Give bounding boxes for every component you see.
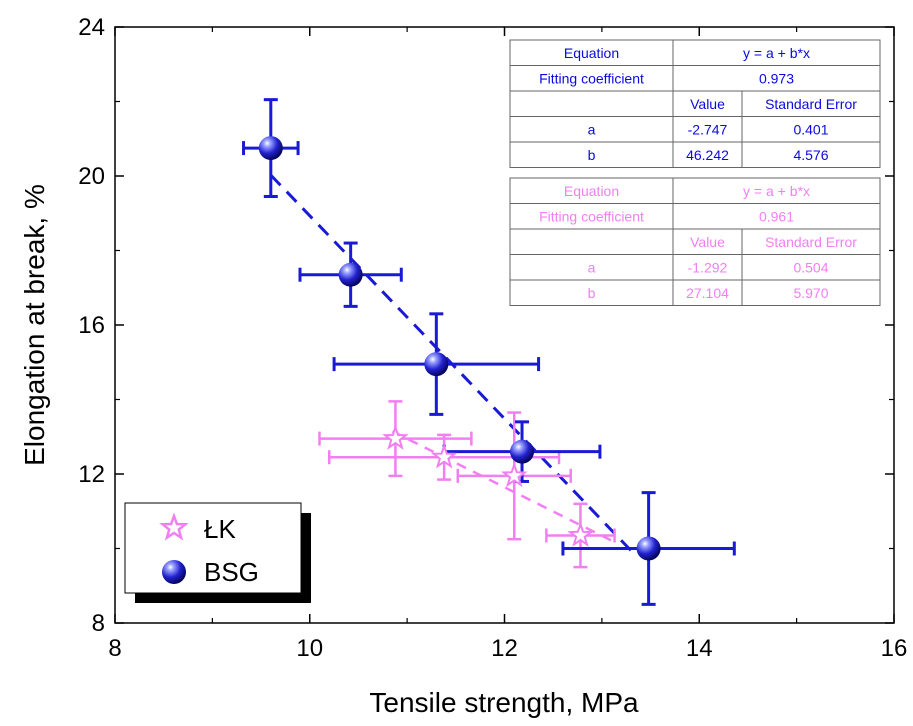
data-point-lk (430, 443, 458, 469)
data-point-bsg (636, 536, 661, 561)
coef-value: 0.973 (759, 70, 794, 86)
param-name: a (588, 259, 596, 275)
error-header: Standard Error (765, 96, 857, 112)
y-axis-title: Elongation at break, % (19, 184, 50, 466)
data-point-bsg (510, 439, 535, 464)
fit-tables: Equation y = a + b*x Fitting coefficient 0.… (509, 39, 881, 306)
x-tick-label: 8 (108, 635, 121, 662)
fit-table-bsg: Equation y = a + b*x Fitting coefficient 0.… (509, 39, 881, 168)
x-tick-label: 16 (881, 635, 908, 662)
equation-label: Equation (564, 183, 619, 199)
data-point-lk (501, 461, 528, 488)
legend-label-lk: ŁK (204, 514, 236, 544)
legend-sphere-marker (162, 560, 186, 584)
error-header: Standard Error (765, 234, 857, 250)
y-tick-label: 24 (78, 14, 105, 41)
x-axis-title: Tensile strength, MPa (369, 687, 639, 718)
error-bars (242, 98, 736, 606)
data-point-bsg (338, 262, 363, 287)
data-point-lk (382, 424, 409, 450)
coef-value: 0.961 (759, 208, 794, 224)
legend-star-marker (159, 512, 189, 541)
y-tick-label: 20 (78, 163, 105, 190)
param-value: 27.104 (686, 285, 729, 301)
param-value: -1.292 (688, 259, 728, 275)
table-border (509, 39, 881, 168)
param-value: -2.747 (688, 121, 728, 137)
axis-ticks: 8 10 12 14 16 8 12 16 20 24 (78, 14, 907, 662)
coef-label: Fitting coefficient (539, 208, 644, 224)
x-tick-label: 14 (686, 635, 713, 662)
legend: ŁK BSG (124, 502, 311, 603)
data-markers (258, 136, 661, 561)
x-tick-label: 10 (296, 635, 323, 662)
equation-value: y = a + b*x (743, 45, 810, 61)
param-error: 0.504 (793, 259, 828, 275)
fit-line-lk (391, 430, 613, 542)
value-header: Value (690, 96, 725, 112)
data-point-lk (567, 521, 594, 547)
param-name: a (588, 121, 596, 137)
data-point-bsg (258, 136, 283, 161)
data-point-bsg (424, 352, 449, 377)
equation-value: y = a + b*x (743, 183, 810, 199)
fit-table-lk: Equation y = a + b*x Fitting coefficient 0.… (509, 177, 881, 306)
param-value: 46.242 (686, 147, 729, 163)
x-tick-label: 12 (491, 635, 518, 662)
param-name: b (588, 285, 596, 301)
param-name: b (588, 147, 596, 163)
param-error: 5.970 (793, 285, 828, 301)
table-border (509, 177, 881, 306)
coef-label: Fitting coefficient (539, 70, 644, 86)
value-header: Value (690, 234, 725, 250)
y-tick-label: 8 (92, 610, 105, 637)
legend-label-bsg: BSG (204, 557, 259, 587)
param-error: 0.401 (793, 121, 828, 137)
legend-box (124, 502, 302, 594)
y-tick-label: 16 (78, 312, 105, 339)
y-tick-label: 12 (78, 461, 105, 488)
param-error: 4.576 (793, 147, 828, 163)
equation-label: Equation (564, 45, 619, 61)
